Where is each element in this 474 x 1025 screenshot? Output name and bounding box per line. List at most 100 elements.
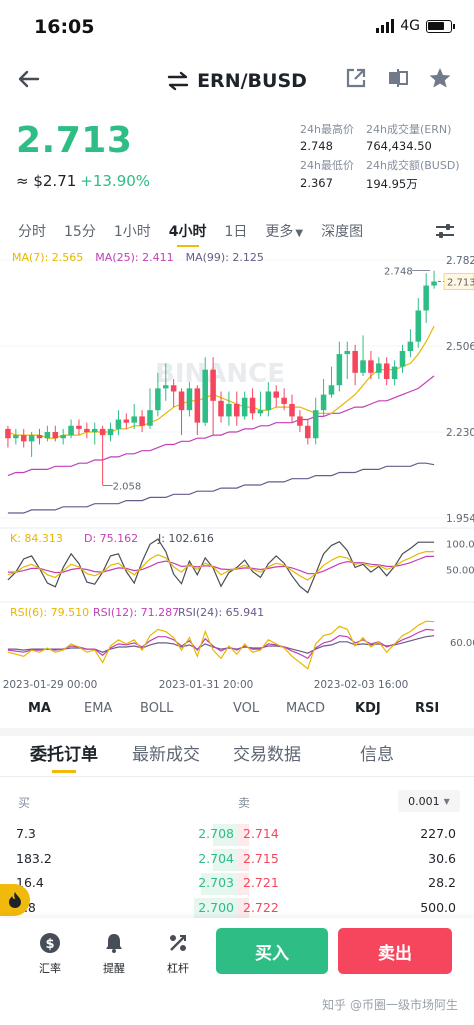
section-divider	[0, 728, 474, 736]
candle-body	[186, 388, 193, 411]
watermark-text: 知乎 @币圈一级市场阿生	[322, 998, 458, 1012]
orderbook-row[interactable]: 16.4 2.703 2.721 28.2	[0, 871, 474, 897]
candle-body	[210, 369, 216, 401]
turnover-label: 24h成交额(BUSD)	[366, 159, 460, 172]
kline-chart[interactable]: BINANCE 2.782 2.506 2.230 1.954 2.713 2.748 2.0…	[0, 246, 474, 696]
candle-body	[423, 285, 429, 311]
candle-body	[123, 419, 130, 423]
candle-body	[234, 403, 240, 417]
chart-watermark: BINANCE	[155, 359, 285, 389]
exchange-rate-button[interactable]: $ 汇率	[28, 932, 72, 976]
bid-quantity: 183.2	[16, 851, 52, 866]
leverage-button[interactable]: 杠杆	[156, 932, 200, 976]
bid-price: 2.700	[198, 900, 234, 915]
tab-1d[interactable]: 1日	[224, 224, 248, 240]
price-axis-label: 2.782	[446, 255, 474, 267]
buy-header: 买	[18, 796, 31, 810]
hot-floating-button[interactable]	[0, 884, 30, 916]
tab-timeline[interactable]: 分时	[18, 224, 46, 240]
candle-body	[139, 416, 145, 426]
orderbook-row[interactable]: 183.2 2.704 2.715 30.6	[0, 847, 474, 873]
star-icon[interactable]	[428, 66, 452, 90]
ask-depth-bar	[237, 824, 249, 846]
indicator-ema[interactable]: EMA	[84, 701, 113, 716]
compare-icon[interactable]	[386, 66, 410, 90]
candle-body	[415, 310, 422, 342]
sell-header: 卖	[238, 796, 251, 810]
candle-body	[399, 350, 406, 367]
candle-body	[218, 400, 224, 417]
rsi6-line	[7, 620, 435, 670]
candle-body	[28, 435, 35, 442]
candle-body	[383, 363, 390, 380]
indicator-ma[interactable]: MA	[28, 701, 51, 716]
candle-body	[297, 416, 303, 426]
tab-depth[interactable]: 深度图	[321, 224, 364, 240]
candle-body	[281, 397, 287, 404]
change-percent: +13.90%	[80, 172, 151, 190]
tab-recent-trades[interactable]: 最新成交	[132, 745, 200, 765]
tab-more-label: 更多	[265, 224, 294, 240]
candle-body	[368, 360, 374, 373]
candle-body	[241, 397, 248, 417]
ma7-label: MA(7): 2.565	[12, 251, 84, 264]
candle-body	[60, 435, 66, 439]
chart-settings-icon[interactable]	[434, 222, 456, 240]
tab-1h[interactable]: 1小时	[113, 224, 151, 240]
bottom-action-bar: $ 汇率 提醒 杠杆 买入 卖出	[0, 918, 474, 1025]
precision-dropdown[interactable]: 0.001 ▼	[398, 790, 460, 812]
bid-depth-bar	[201, 873, 237, 895]
tab-more[interactable]: 更多 ▼	[265, 221, 303, 241]
price-axis-label: 2.506	[446, 341, 474, 353]
low-label: 24h最低价	[300, 159, 354, 172]
candle-body	[76, 425, 82, 429]
ask-depth-bar	[237, 873, 249, 895]
last-price-tag: 2.713	[447, 278, 474, 289]
orderbook-tabs: 委托订单 最新成交 交易数据 信息	[0, 740, 474, 776]
ma-legend: MA(7): 2.565 MA(25): 2.411 MA(99): 2.125	[12, 251, 264, 264]
svg-text:$: $	[45, 937, 54, 952]
back-arrow-icon[interactable]	[14, 64, 44, 94]
alert-label: 提醒	[103, 962, 125, 975]
status-time: 16:05	[34, 16, 95, 38]
ask-price: 2.722	[243, 900, 279, 915]
indicator-boll[interactable]: BOLL	[140, 701, 174, 716]
orderbook-row[interactable]: 7.3 2.708 2.714 227.0	[0, 822, 474, 848]
sell-button[interactable]: 卖出	[338, 928, 452, 974]
pair-selector[interactable]: ERN/BUSD	[0, 70, 474, 92]
candle-body	[91, 428, 98, 432]
indicator-rsi[interactable]: RSI	[415, 701, 440, 716]
alert-button[interactable]: 提醒	[92, 932, 136, 976]
tab-info[interactable]: 信息	[360, 745, 394, 765]
ask-price: 2.721	[243, 875, 279, 890]
tab-open-orders[interactable]: 委托订单	[30, 740, 98, 773]
indicator-kdj[interactable]: KDJ	[355, 701, 381, 716]
tab-trade-data[interactable]: 交易数据	[233, 745, 301, 765]
share-icon[interactable]	[344, 66, 368, 90]
kdj-d-label: D: 75.162	[84, 532, 138, 545]
buy-button[interactable]: 买入	[216, 928, 328, 974]
candle-body	[305, 425, 311, 439]
tab-4h[interactable]: 4小时	[169, 221, 207, 247]
candle-body	[336, 354, 343, 386]
candle-body	[328, 385, 335, 395]
fiat-price: ≈ $2.71	[16, 172, 77, 190]
tab-15m[interactable]: 15分	[64, 224, 96, 240]
candle-body	[170, 385, 177, 392]
candle-body	[84, 428, 90, 432]
candle-body	[115, 419, 122, 429]
indicator-macd[interactable]: MACD	[286, 701, 325, 716]
ask-depth-bar	[237, 898, 249, 920]
candle-body	[163, 385, 169, 389]
pair-name: ERN/BUSD	[197, 70, 307, 92]
kdj-k-label: K: 84.313	[10, 532, 63, 545]
timeframe-tabs: 分时 15分 1小时 4小时 1日 更多 ▼ 深度图	[18, 221, 381, 247]
candle-body	[44, 432, 51, 439]
kdj-j-line	[7, 538, 435, 594]
candle-body	[107, 428, 114, 436]
indicator-vol[interactable]: VOL	[233, 701, 260, 716]
ma25-label: MA(25): 2.411	[95, 251, 174, 264]
ask-price: 2.714	[243, 826, 279, 841]
kdj-axis-label: 50.00	[446, 566, 474, 577]
